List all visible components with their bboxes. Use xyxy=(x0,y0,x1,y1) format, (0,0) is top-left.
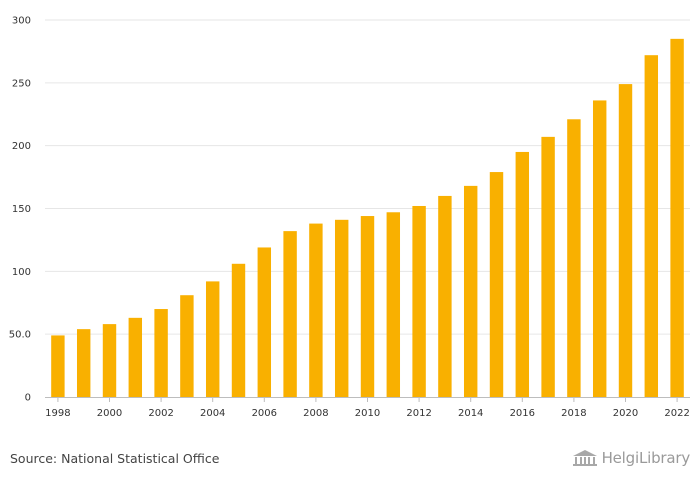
x-tick-label: 2014 xyxy=(458,408,483,419)
library-building-icon xyxy=(572,450,597,466)
y-tick-label: 0 xyxy=(25,393,31,404)
x-tick-label: 2016 xyxy=(510,408,535,419)
x-tick-label: 2012 xyxy=(406,408,431,419)
brand-logo: HelgiLibrary xyxy=(572,449,690,467)
bar-2009 xyxy=(334,219,349,397)
y-tick-label: 50.0 xyxy=(9,330,31,341)
bar-2007 xyxy=(283,231,297,397)
bar-2010 xyxy=(360,216,375,397)
bar-1998 xyxy=(51,335,65,397)
source-note: Source: National Statistical Office xyxy=(10,451,220,466)
bar-2008 xyxy=(309,223,323,397)
y-tick-label: 300 xyxy=(12,16,31,27)
x-tick-label: 2008 xyxy=(303,408,328,419)
bars xyxy=(51,38,684,398)
y-tick-label: 150 xyxy=(12,204,31,215)
x-tick-label: 2022 xyxy=(664,408,689,419)
bar-2012 xyxy=(412,205,426,397)
bar-2005 xyxy=(231,263,246,397)
brand-name: HelgiLibrary xyxy=(601,449,691,467)
x-tick-label: 2020 xyxy=(613,408,638,419)
bar-2002 xyxy=(154,309,168,397)
bar-2000 xyxy=(102,324,117,397)
bar-2006 xyxy=(257,247,272,397)
x-tick-label: 2010 xyxy=(355,408,380,419)
bar-chart: 0 50.0 100 150 200 250 300 1998 2000 2002 2004 200… xyxy=(9,16,690,419)
y-tick-label: 250 xyxy=(12,78,31,89)
y-tick-label: 100 xyxy=(12,267,31,278)
x-axis-labels: 1998 2000 2002 2004 2006 2008 2010 2012 2014 2016… xyxy=(45,397,690,419)
bar-2001 xyxy=(128,317,143,397)
x-tick-label: 2000 xyxy=(97,408,122,419)
y-tick-label: 200 xyxy=(12,141,31,152)
bar-2016 xyxy=(515,151,530,397)
bar-2003 xyxy=(180,295,194,397)
bar-2014 xyxy=(463,185,478,397)
y-axis-labels: 0 50.0 100 150 200 250 300 xyxy=(9,16,31,404)
x-tick-label: 2002 xyxy=(148,408,173,419)
bar-2004 xyxy=(205,281,220,397)
bar-2020 xyxy=(618,84,633,397)
bar-2018 xyxy=(567,119,581,397)
bar-2015 xyxy=(489,172,504,397)
bar-2017 xyxy=(541,136,555,397)
bar-2011 xyxy=(386,212,401,397)
bar-2019 xyxy=(592,100,607,398)
grid-lines xyxy=(45,19,690,335)
x-tick-label: 1998 xyxy=(45,408,70,419)
x-tick-label: 2006 xyxy=(252,408,277,419)
bar-1999 xyxy=(76,329,91,397)
x-tick-label: 2018 xyxy=(561,408,586,419)
bar-2013 xyxy=(438,195,452,397)
bar-2022 xyxy=(670,38,684,397)
x-tick-label: 2004 xyxy=(200,408,225,419)
bar-2021 xyxy=(644,55,659,397)
